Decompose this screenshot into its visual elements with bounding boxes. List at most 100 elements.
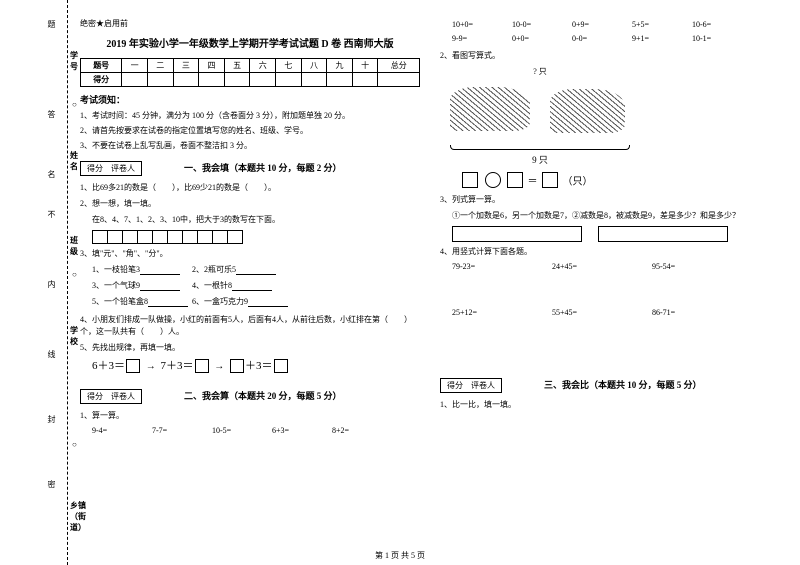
nine-label: 9 只: [440, 153, 640, 166]
shape-equation: ＝ （只）: [460, 172, 780, 188]
td[interactable]: [122, 73, 148, 87]
calc-item: 25+12=: [452, 308, 552, 317]
s1-q3: 3、填"元"、"角"、"分"。: [80, 248, 420, 260]
score-box: 得分 评卷人: [440, 378, 502, 393]
notice-title: 考试须知：: [80, 93, 420, 106]
calc-row: 10+0= 10-0= 0+9= 5+5= 10-6=: [452, 20, 780, 32]
binding-field-school: 学校: [70, 325, 78, 347]
calc-item: 79-23=: [452, 262, 552, 271]
grid-cell[interactable]: [212, 230, 228, 244]
circle-box[interactable]: [485, 172, 501, 188]
table-row: 题号 一 二 三 四 五 六 七 八 九 十 总分: [81, 59, 420, 73]
calc-item: 86-71=: [652, 308, 752, 317]
th: 二: [147, 59, 173, 73]
grid-cell[interactable]: [227, 230, 243, 244]
s1-q3-i6: 6、一盒巧克力9: [192, 296, 292, 307]
answer-grid: [92, 230, 420, 244]
grid-cell[interactable]: [137, 230, 153, 244]
binding-instr: 封: [46, 415, 57, 429]
grid-cell[interactable]: [167, 230, 183, 244]
score-box: 得分 评卷人: [80, 161, 142, 176]
grid-cell[interactable]: [182, 230, 198, 244]
confidential-label: 绝密★启用前: [80, 18, 420, 29]
exam-title: 2019 年实验小学一年级数学上学期开学考试试题 D 卷 西南师大版: [80, 35, 420, 50]
calc-item: 10-5=: [212, 426, 272, 435]
binding-edge: 题 学号 答 姓名 名 不 班级 内 学校 线 封 密 乡镇（街道） ○ ○ ○: [28, 0, 68, 565]
td[interactable]: [378, 73, 420, 87]
td[interactable]: [173, 73, 199, 87]
th: 题号: [81, 59, 122, 73]
hole-icon: ○: [72, 100, 77, 109]
s1-q3-i5: 5、一个铅笔盒8: [92, 296, 192, 307]
td[interactable]: [276, 73, 302, 87]
s1-q3-i1: 1、一枝铅笔3: [92, 264, 192, 275]
hole-icon: ○: [72, 270, 77, 279]
th: 八: [301, 59, 327, 73]
hole-icon: ○: [72, 440, 77, 449]
th: 一: [122, 59, 148, 73]
s1-q3-i4: 4、一根针8: [192, 280, 292, 291]
s1-q5-eq: 6＋3＝ → 7＋3＝ → ＋3＝: [92, 358, 420, 375]
td[interactable]: [327, 73, 353, 87]
th: 五: [224, 59, 250, 73]
s1-q3-i2: 2、2瓶可乐5: [192, 264, 292, 275]
grid-cell[interactable]: [197, 230, 213, 244]
calc-item: 10-6=: [692, 20, 752, 29]
answer-box[interactable]: [598, 226, 728, 242]
score-box: 得分 评卷人: [80, 389, 142, 404]
td[interactable]: [199, 73, 225, 87]
notice-item: 2、请首先按要求在试卷的指定位置填写您的姓名、班级、学号。: [80, 125, 420, 137]
brace-icon: [440, 141, 640, 151]
td[interactable]: [224, 73, 250, 87]
td[interactable]: [352, 73, 378, 87]
s1-q1: 1、比69多21的数是（ ），比69少21的数是（ ）。: [80, 182, 420, 194]
answer-box[interactable]: [452, 226, 582, 242]
page-footer: 第 1 页 共 5 页: [0, 550, 800, 561]
calc-item: 8+2=: [332, 426, 392, 435]
binding-instr: 名: [46, 170, 57, 184]
s3-q1: 1、比一比，填一填。: [440, 399, 780, 411]
th: 六: [250, 59, 276, 73]
grid-cell[interactable]: [107, 230, 123, 244]
section1-title: 一、我会填（本题共 10 分，每题 2 分）: [184, 161, 342, 174]
binding-field-class: 班级: [70, 235, 78, 257]
notice-item: 1、考试时间：45 分钟，满分为 100 分（含卷面分 3 分），附加题单独 2…: [80, 110, 420, 122]
td: 得分: [81, 73, 122, 87]
binding-instr: 内: [46, 280, 57, 294]
notice-item: 3、不要在试卷上乱写乱画，卷面不整洁扣 3 分。: [80, 140, 420, 152]
deer-figure: ? 只 9 只 ＝ （只）: [440, 66, 780, 188]
calc-item: 24+45=: [552, 262, 652, 271]
s2-q1: 1、算一算。: [80, 410, 420, 422]
s2-q4: 4、用竖式计算下面各题。: [440, 246, 780, 258]
q-mark: ? 只: [440, 66, 640, 77]
calc-item: 5+5=: [632, 20, 692, 29]
grid-cell[interactable]: [122, 230, 138, 244]
calc-item: 7-7=: [152, 426, 212, 435]
grid-cell[interactable]: [152, 230, 168, 244]
calc-row: 9-9= 0+0= 0-0= 9+1= 10-1=: [452, 34, 780, 46]
calc-item: 0+9=: [572, 20, 632, 29]
square-box[interactable]: [507, 172, 523, 188]
td[interactable]: [250, 73, 276, 87]
grid-cell[interactable]: [92, 230, 108, 244]
s1-q4: 4、小朋友们排成一队做操，小红的前面有5人，后面有4人，从前往后数，小红排在第（…: [80, 314, 420, 338]
s1-q3-i3: 3、一个气球9: [92, 280, 192, 291]
th: 十: [352, 59, 378, 73]
square-box[interactable]: [462, 172, 478, 188]
td[interactable]: [147, 73, 173, 87]
th: 三: [173, 59, 199, 73]
calc-row: 25+12= 55+45= 86-71=: [452, 308, 780, 320]
arrow-icon: →: [146, 359, 156, 374]
s2-q3-sub: ①一个加数是6，另一个加数是7，②减数是8，被减数是9，差是多少？和是多少？: [452, 210, 780, 222]
calc-item: 10-1=: [692, 34, 752, 43]
s2-q3: 3、列式算一算。: [440, 194, 780, 206]
square-box[interactable]: [542, 172, 558, 188]
binding-field-id: 学号: [70, 50, 78, 72]
s1-q5: 5、先找出规律，再填一填。: [80, 342, 420, 354]
td[interactable]: [301, 73, 327, 87]
calc-item: 55+45=: [552, 308, 652, 317]
binding-field-name: 姓名: [70, 150, 78, 172]
section2-title: 二、我会算（本题共 20 分，每题 5 分）: [184, 389, 342, 402]
calc-item: 10-0=: [512, 20, 572, 29]
th: 四: [199, 59, 225, 73]
